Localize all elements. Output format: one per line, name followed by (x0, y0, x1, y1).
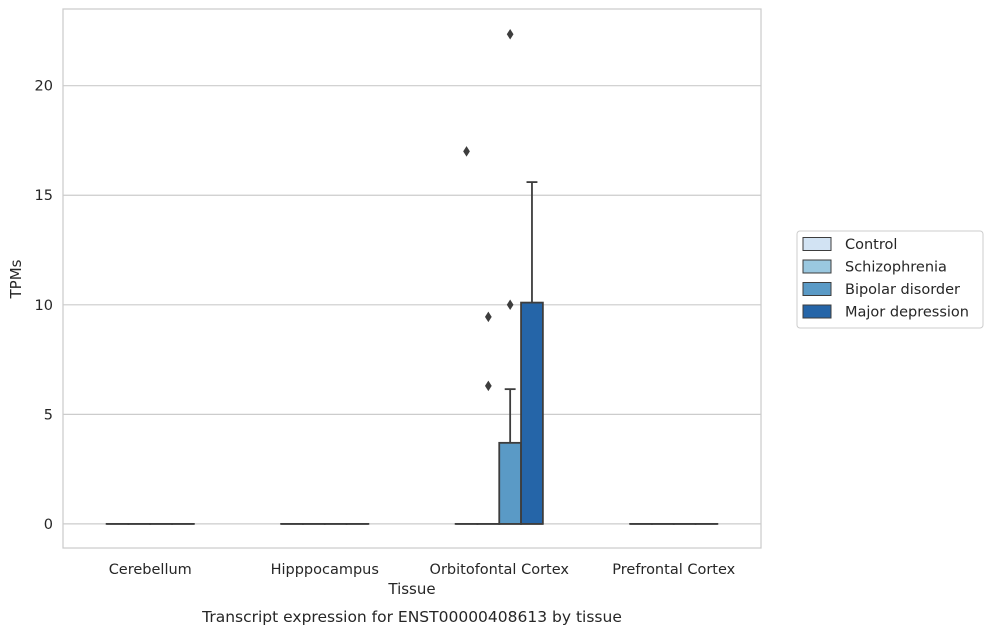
x-axis-label: Tissue (387, 580, 435, 598)
outlier-point (463, 146, 470, 157)
series-major-depression (171, 181, 719, 525)
y-tick-labels: 0 5 10 15 20 (35, 79, 53, 533)
y-axis-label: TPMs (7, 259, 25, 299)
box (498, 441, 522, 525)
x-tick-label: Orbitofontal Cortex (430, 562, 570, 578)
legend-label: Control (845, 237, 897, 253)
x-tick-label: Prefrontal Cortex (612, 562, 735, 578)
legend-swatch (802, 282, 832, 296)
legend-label: Schizophrenia (845, 260, 947, 276)
legend-swatch (802, 304, 832, 319)
legend-swatch (802, 259, 832, 274)
x-tick-labels: Cerebellum Hipppocampus Orbitofontal Corte… (109, 562, 736, 578)
outlier-point (484, 380, 492, 392)
plot-background (63, 9, 761, 548)
box (520, 301, 544, 525)
y-tick-label: 10 (35, 298, 53, 314)
legend-label: Bipolar disorder (845, 282, 960, 298)
plot-frame (62, 8, 762, 549)
x-tick-label: Hipppocampus (271, 562, 379, 578)
outlier-point (484, 311, 492, 323)
y-tick-label: 15 (35, 188, 53, 204)
x-tick-label: Cerebellum (109, 562, 192, 578)
legend: Control Schizophrenia Bipolar disorder Majo… (796, 230, 984, 329)
chart-caption: Transcript expression for ENST0000040861… (201, 608, 622, 626)
legend-swatch (802, 237, 832, 251)
box-series (105, 28, 719, 525)
y-tick-label: 0 (44, 517, 53, 533)
legend-frame (796, 230, 984, 329)
outlier-point (506, 28, 514, 40)
y-tick-label: 20 (35, 79, 53, 95)
outlier-point (506, 299, 514, 311)
legend-label: Major depression (845, 305, 969, 321)
y-tick-label: 5 (44, 407, 53, 423)
